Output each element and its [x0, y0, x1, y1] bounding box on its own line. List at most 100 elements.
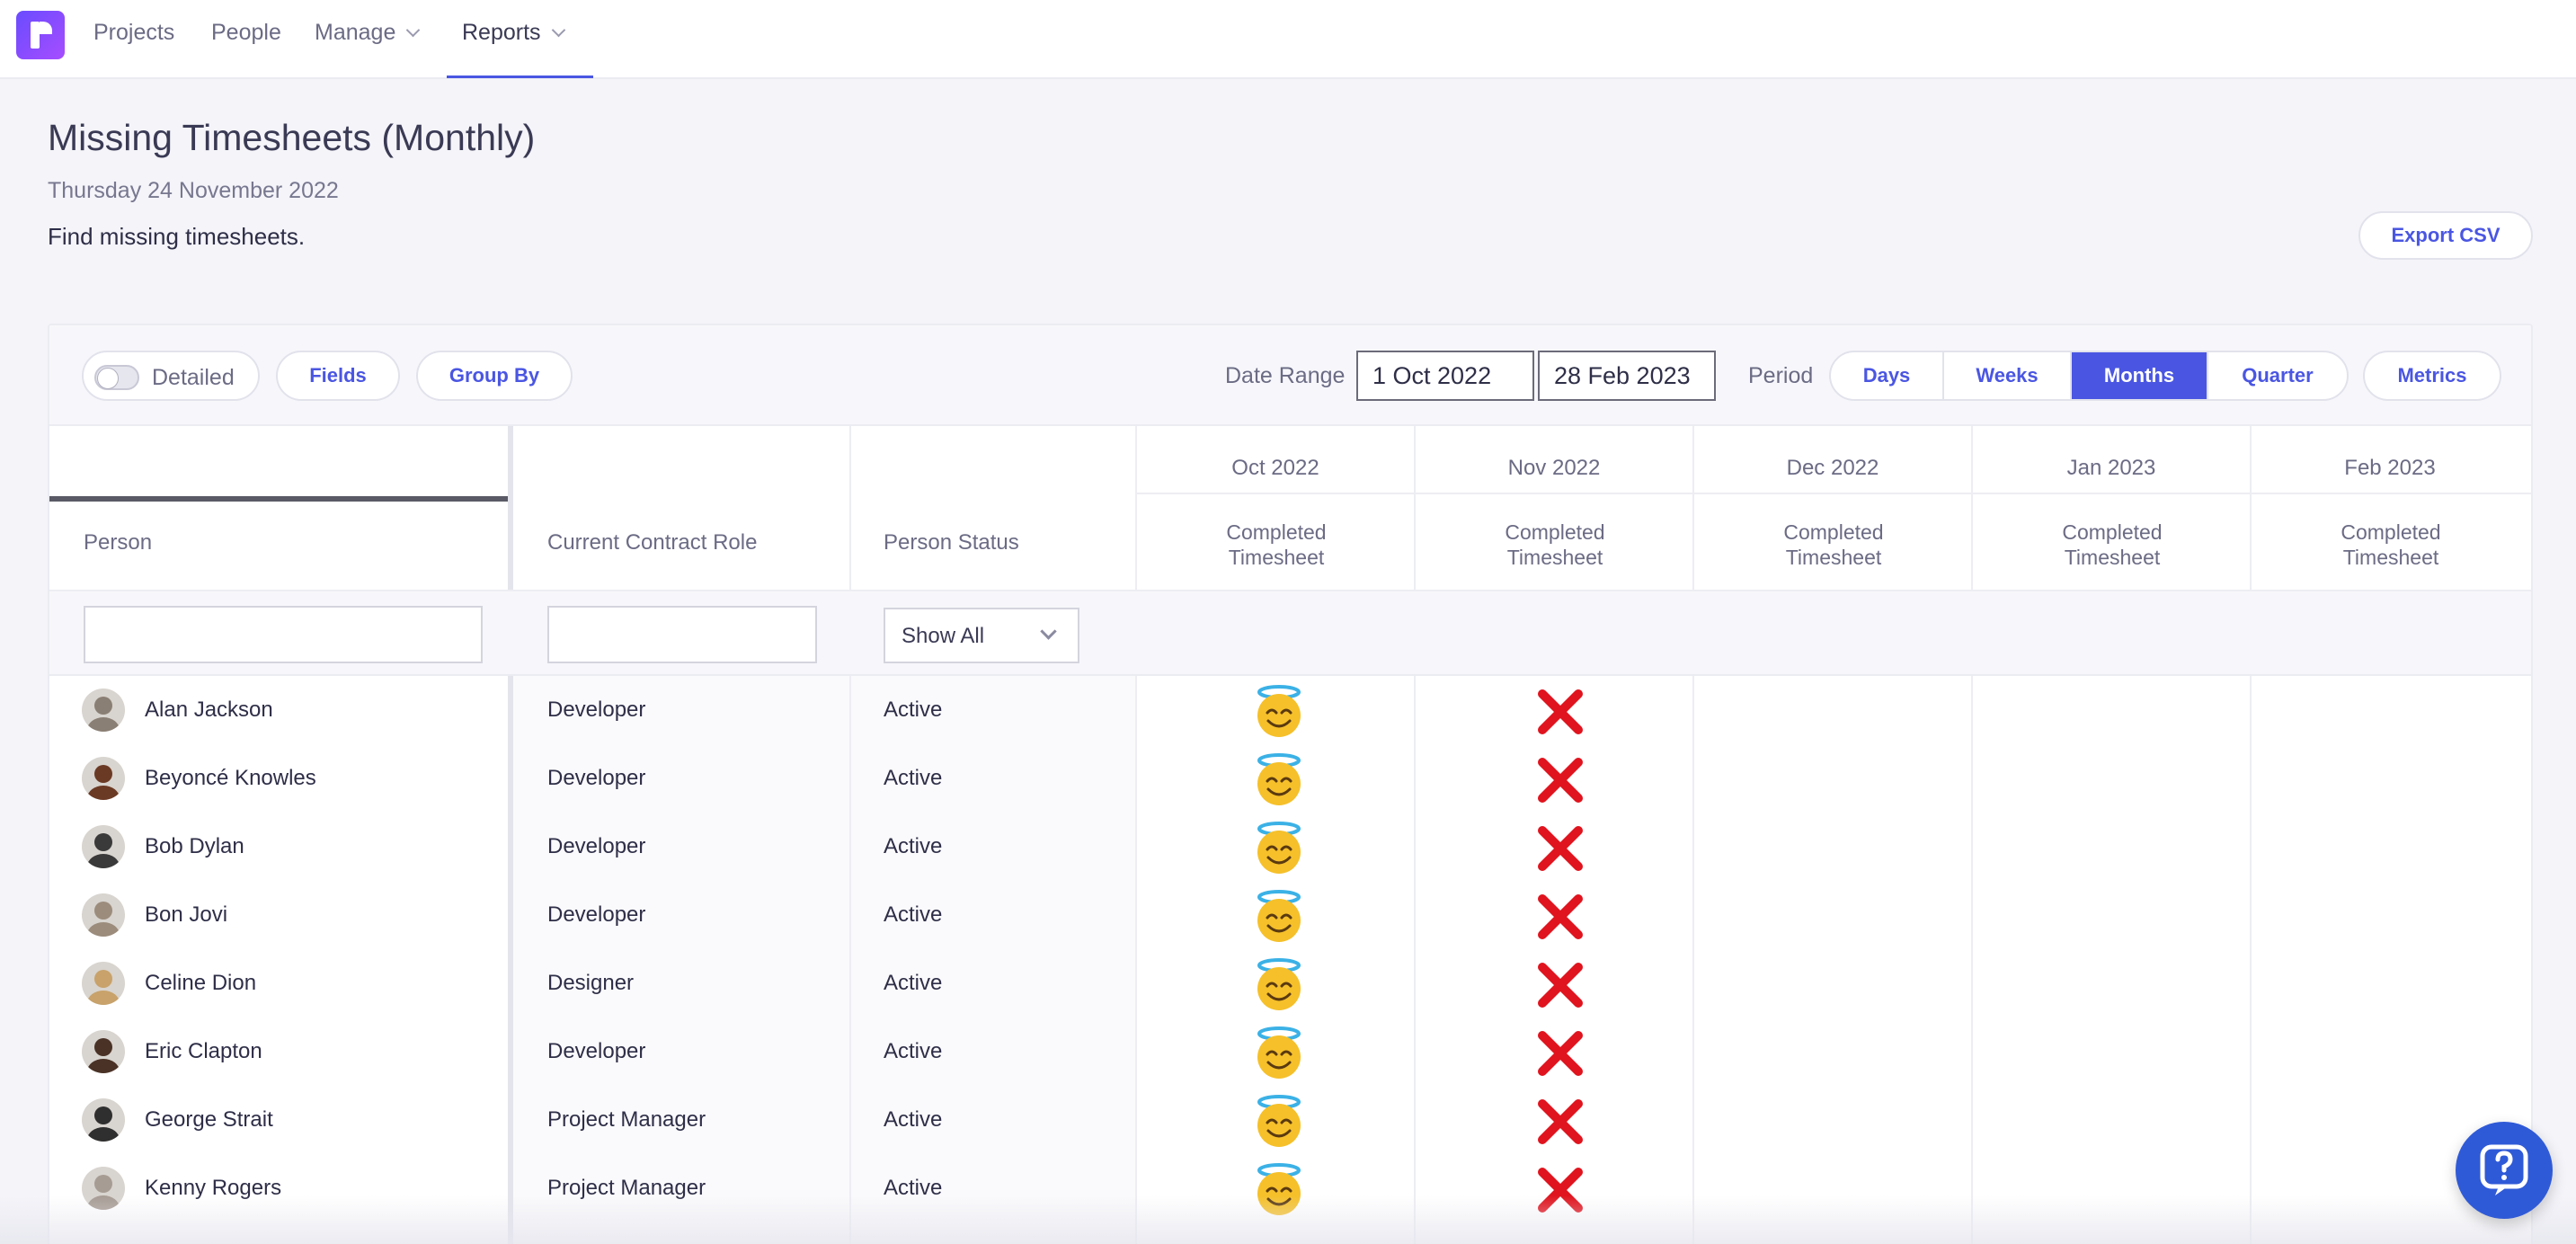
period-months-option[interactable]: Months [2072, 352, 2208, 399]
column-divider [1414, 426, 1416, 1244]
avatar [82, 689, 125, 732]
avatar [82, 1030, 125, 1073]
cross-mark-icon [1538, 1099, 1583, 1144]
table-row[interactable]: George Strait Project Manager Active [49, 1086, 2531, 1154]
column-divider [849, 426, 851, 1244]
detailed-toggle[interactable]: Detailed [82, 351, 260, 401]
nav-manage[interactable]: Manage [315, 20, 421, 46]
period-label: Period [1748, 363, 1814, 388]
month-header: Nov 2022 [1507, 456, 1601, 480]
person-name[interactable]: Eric Clapton [145, 1039, 262, 1063]
person-status: Active [884, 902, 943, 927]
frozen-person-column [49, 426, 513, 1244]
help-chat-button[interactable] [2456, 1122, 2553, 1219]
nav-reports[interactable]: Reports [462, 20, 565, 46]
table-row[interactable]: Eric Clapton Developer Active [49, 1017, 2531, 1086]
role-status-column-bg [513, 676, 1135, 1244]
frozen-header-spacer [49, 426, 508, 502]
contract-role: Developer [547, 698, 646, 722]
person-name[interactable]: Alan Jackson [145, 698, 273, 722]
column-header-role[interactable]: Current Contract Role [547, 530, 758, 555]
table-row[interactable]: Bob Dylan Developer Active [49, 813, 2531, 881]
person-name[interactable]: George Strait [145, 1107, 273, 1132]
table-row[interactable]: Alan Jackson Developer Active [49, 676, 2531, 744]
date-range-label: Date Range [1225, 363, 1346, 388]
person-name[interactable]: Bob Dylan [145, 834, 244, 858]
group-by-button[interactable]: Group By [416, 351, 573, 401]
completed-timesheet-header[interactable]: Completed Timesheet [1505, 520, 1605, 569]
person-status: Active [884, 698, 943, 722]
table-row[interactable]: Celine Dion Designer Active [49, 949, 2531, 1017]
person-status: Active [884, 1107, 943, 1132]
header-divider [1135, 493, 2531, 494]
date-from-input[interactable]: 1 Oct 2022 [1356, 351, 1534, 401]
nav-people[interactable]: People [211, 20, 281, 45]
page-date: Thursday 24 November 2022 [48, 178, 339, 203]
cross-mark-icon [1538, 894, 1583, 939]
person-name[interactable]: Celine Dion [145, 971, 257, 995]
nav-active-indicator [447, 76, 593, 78]
column-header-person[interactable]: Person [84, 530, 153, 555]
fields-button[interactable]: Fields [276, 351, 400, 401]
table-row[interactable]: Beyoncé Knowles Developer Active [49, 744, 2531, 813]
smiling-halo-icon [1257, 822, 1301, 874]
month-header: Feb 2023 [2344, 456, 2436, 480]
column-divider [1692, 426, 1694, 1244]
report-card: Detailed Fields Group By Date Range 1 Oc… [48, 324, 2533, 1244]
completed-timesheet-header[interactable]: Completed Timesheet [2341, 520, 2441, 569]
date-to-input[interactable]: 28 Feb 2023 [1538, 351, 1716, 401]
person-status: Active [884, 766, 943, 790]
metrics-button[interactable]: Metrics [2363, 351, 2501, 401]
role-filter-input[interactable] [547, 606, 817, 663]
person-status: Active [884, 1039, 943, 1063]
avatar [82, 757, 125, 800]
avatar [82, 825, 125, 868]
month-header: Oct 2022 [1231, 456, 1319, 480]
nav-projects[interactable]: Projects [93, 20, 175, 45]
period-days-option[interactable]: Days [1831, 352, 1944, 399]
page-description: Find missing timesheets. [48, 223, 306, 250]
column-divider [1135, 426, 1137, 1244]
cross-mark-icon [1538, 963, 1583, 1008]
cross-mark-icon [1538, 758, 1583, 803]
top-navigation: Projects People Manage Reports [0, 0, 2576, 79]
app-logo-icon[interactable] [16, 11, 65, 59]
chat-question-icon [2480, 1144, 2528, 1195]
column-divider [2250, 426, 2252, 1244]
smiling-halo-icon [1257, 753, 1301, 805]
smiling-halo-icon [1257, 1026, 1301, 1079]
person-name[interactable]: Beyoncé Knowles [145, 766, 316, 790]
export-csv-button[interactable]: Export CSV [2358, 211, 2533, 260]
contract-role: Developer [547, 902, 646, 927]
chevron-down-icon [406, 22, 421, 38]
smiling-halo-icon [1257, 890, 1301, 942]
column-divider [1971, 426, 1973, 1244]
avatar [82, 962, 125, 1005]
completed-timesheet-header[interactable]: Completed Timesheet [1783, 520, 1884, 569]
chevron-down-icon [1040, 623, 1057, 640]
smiling-halo-icon [1257, 685, 1301, 737]
column-header-status[interactable]: Person Status [884, 530, 1019, 555]
completed-timesheet-header[interactable]: Completed Timesheet [1226, 520, 1327, 569]
toggle-switch[interactable] [94, 365, 139, 390]
completed-timesheet-header[interactable]: Completed Timesheet [2062, 520, 2163, 569]
chevron-down-icon [551, 22, 565, 38]
period-weeks-option[interactable]: Weeks [1944, 352, 2072, 399]
month-header: Dec 2022 [1786, 456, 1879, 480]
smiling-halo-icon [1257, 958, 1301, 1010]
contract-role: Developer [547, 766, 646, 790]
contract-role: Designer [547, 971, 635, 995]
person-status: Active [884, 971, 943, 995]
period-selector: Days Weeks Months Quarter [1829, 351, 2349, 401]
cross-mark-icon [1538, 1031, 1583, 1076]
scroll-fade [0, 1195, 2576, 1244]
table-row[interactable]: Bon Jovi Developer Active [49, 881, 2531, 949]
detailed-label: Detailed [152, 365, 235, 390]
person-name[interactable]: Bon Jovi [145, 902, 228, 927]
status-filter-select[interactable]: Show All [884, 608, 1079, 663]
cross-mark-icon [1538, 689, 1583, 734]
period-quarter-option[interactable]: Quarter [2242, 364, 2314, 387]
avatar [82, 1098, 125, 1142]
avatar [82, 893, 125, 937]
person-filter-input[interactable] [84, 606, 483, 663]
